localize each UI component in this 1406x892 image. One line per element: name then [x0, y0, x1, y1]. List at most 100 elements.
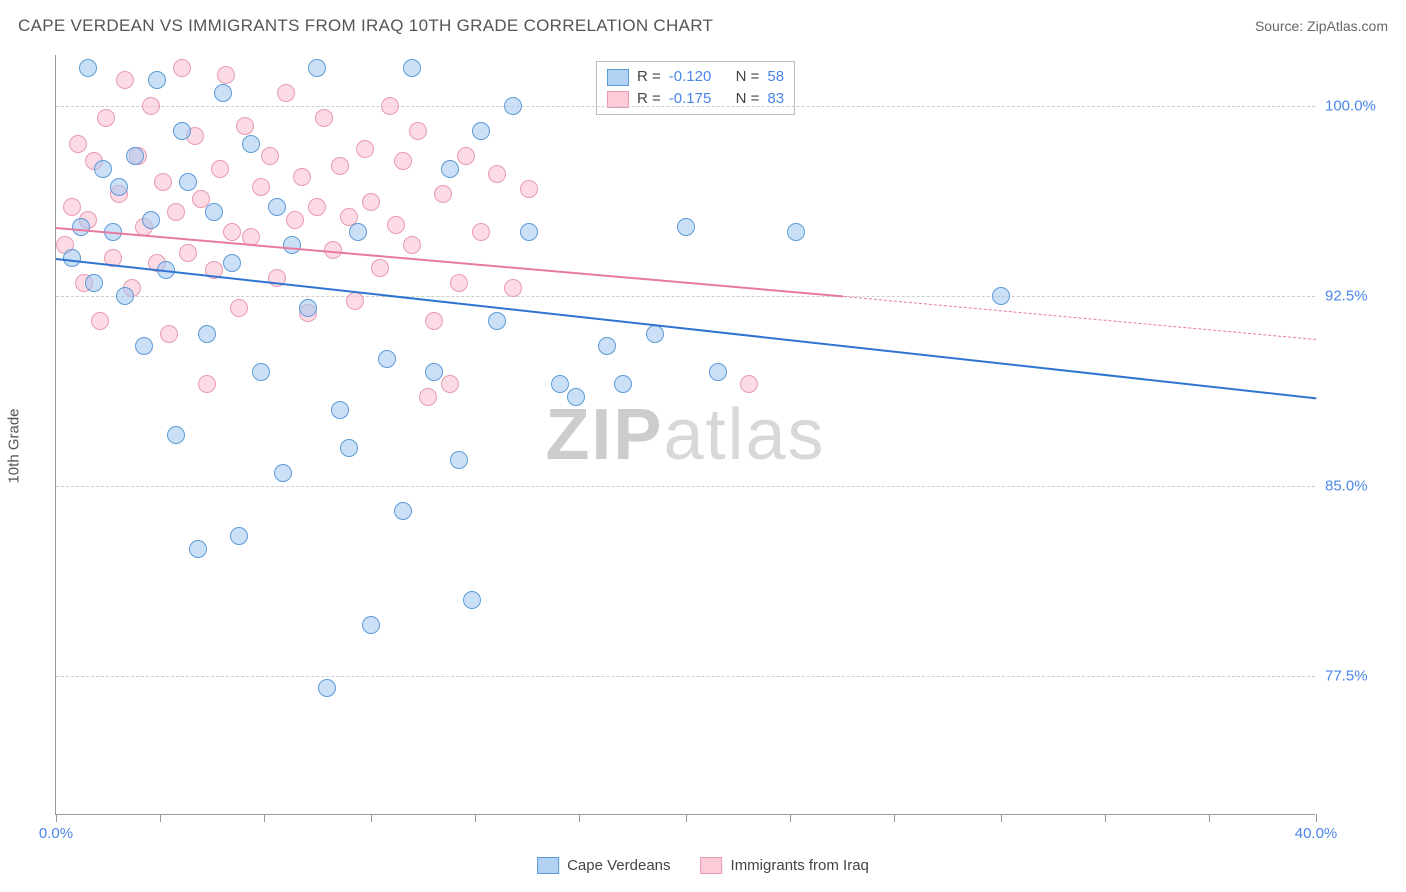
scatter-marker-pink: [740, 375, 758, 393]
scatter-marker-blue: [598, 337, 616, 355]
scatter-marker-blue: [403, 59, 421, 77]
xtick: [1001, 814, 1002, 822]
scatter-marker-pink: [63, 198, 81, 216]
scatter-marker-pink: [198, 375, 216, 393]
scatter-marker-pink: [173, 59, 191, 77]
scatter-marker-blue: [488, 312, 506, 330]
scatter-marker-blue: [63, 249, 81, 267]
scatter-marker-pink: [504, 279, 522, 297]
scatter-marker-pink: [403, 236, 421, 254]
legend-item-blue: Cape Verdeans: [537, 857, 670, 874]
stats-row-blue: R = -0.120 N = 58: [607, 66, 784, 88]
scatter-marker-blue: [126, 147, 144, 165]
scatter-marker-pink: [167, 203, 185, 221]
scatter-marker-blue: [394, 502, 412, 520]
xtick: [1105, 814, 1106, 822]
ytick-label: 77.5%: [1325, 667, 1397, 684]
scatter-marker-blue: [205, 203, 223, 221]
scatter-marker-blue: [79, 59, 97, 77]
xtick-label: 0.0%: [39, 825, 73, 842]
swatch-blue-icon: [607, 69, 629, 86]
scatter-marker-blue: [646, 325, 664, 343]
scatter-marker-pink: [362, 193, 380, 211]
scatter-marker-blue: [677, 218, 695, 236]
scatter-marker-blue: [252, 363, 270, 381]
scatter-marker-blue: [308, 59, 326, 77]
xtick: [1209, 814, 1210, 822]
scatter-marker-blue: [362, 616, 380, 634]
scatter-marker-pink: [387, 216, 405, 234]
scatter-marker-pink: [211, 160, 229, 178]
scatter-marker-blue: [148, 71, 166, 89]
xtick: [579, 814, 580, 822]
scatter-marker-blue: [551, 375, 569, 393]
scatter-marker-blue: [110, 178, 128, 196]
scatter-marker-pink: [261, 147, 279, 165]
scatter-marker-blue: [504, 97, 522, 115]
scatter-marker-blue: [425, 363, 443, 381]
scatter-marker-pink: [346, 292, 364, 310]
xtick: [686, 814, 687, 822]
scatter-marker-pink: [91, 312, 109, 330]
swatch-blue-icon: [537, 857, 559, 874]
scatter-marker-blue: [283, 236, 301, 254]
xtick-label: 40.0%: [1295, 825, 1338, 842]
xtick: [264, 814, 265, 822]
scatter-marker-pink: [381, 97, 399, 115]
gridline: [56, 106, 1315, 107]
scatter-marker-pink: [371, 259, 389, 277]
xtick: [160, 814, 161, 822]
xtick: [371, 814, 372, 822]
scatter-marker-blue: [198, 325, 216, 343]
scatter-marker-pink: [308, 198, 326, 216]
ytick-label: 92.5%: [1325, 287, 1397, 304]
scatter-marker-blue: [173, 122, 191, 140]
scatter-marker-blue: [614, 375, 632, 393]
regression-line-pink-extrapolate: [843, 296, 1316, 340]
gridline: [56, 486, 1315, 487]
swatch-pink-icon: [701, 857, 723, 874]
scatter-marker-pink: [457, 147, 475, 165]
scatter-marker-blue: [274, 464, 292, 482]
bottom-legend: Cape Verdeans Immigrants from Iraq: [537, 857, 869, 874]
scatter-marker-blue: [167, 426, 185, 444]
scatter-marker-blue: [299, 299, 317, 317]
scatter-marker-blue: [72, 218, 90, 236]
chart-header: CAPE VERDEAN VS IMMIGRANTS FROM IRAQ 10T…: [18, 16, 1388, 36]
scatter-marker-blue: [709, 363, 727, 381]
scatter-marker-blue: [242, 135, 260, 153]
scatter-marker-pink: [154, 173, 172, 191]
scatter-marker-blue: [85, 274, 103, 292]
scatter-marker-blue: [268, 198, 286, 216]
scatter-marker-pink: [331, 157, 349, 175]
scatter-marker-blue: [189, 540, 207, 558]
regression-line-blue: [56, 258, 1316, 399]
scatter-marker-blue: [463, 591, 481, 609]
xtick: [475, 814, 476, 822]
gridline: [56, 676, 1315, 677]
xtick: [790, 814, 791, 822]
scatter-marker-pink: [434, 185, 452, 203]
ytick-label: 85.0%: [1325, 477, 1397, 494]
scatter-marker-blue: [349, 223, 367, 241]
scatter-marker-pink: [277, 84, 295, 102]
scatter-marker-pink: [142, 97, 160, 115]
scatter-marker-pink: [217, 66, 235, 84]
scatter-marker-blue: [787, 223, 805, 241]
xtick: [1316, 814, 1317, 822]
y-axis-label: 10th Grade: [6, 408, 23, 483]
scatter-marker-blue: [223, 254, 241, 272]
scatter-marker-blue: [142, 211, 160, 229]
scatter-marker-blue: [520, 223, 538, 241]
scatter-marker-blue: [472, 122, 490, 140]
scatter-marker-pink: [116, 71, 134, 89]
scatter-marker-pink: [472, 223, 490, 241]
scatter-marker-pink: [488, 165, 506, 183]
scatter-marker-blue: [992, 287, 1010, 305]
scatter-marker-blue: [378, 350, 396, 368]
scatter-marker-pink: [160, 325, 178, 343]
chart-source: Source: ZipAtlas.com: [1255, 18, 1388, 34]
scatter-marker-pink: [394, 152, 412, 170]
plot-area: ZIPatlas R = -0.120 N = 58 R = -0.175 N …: [55, 55, 1315, 815]
watermark-text: ZIPatlas: [545, 394, 825, 476]
